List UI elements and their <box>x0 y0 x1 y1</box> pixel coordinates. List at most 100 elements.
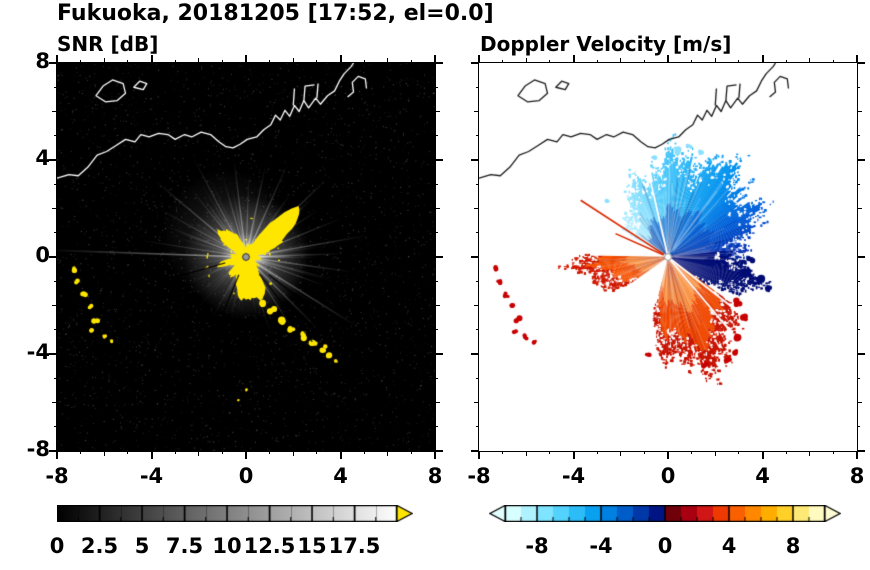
axis-tick <box>150 451 153 459</box>
axis-tick <box>198 58 200 63</box>
axis-tick <box>245 55 247 63</box>
doppler-colorbar-tick-label: -4 <box>589 534 613 558</box>
axis-tick <box>502 451 504 454</box>
axis-tick <box>474 207 479 210</box>
x-tick-label: 8 <box>849 464 865 488</box>
axis-tick <box>857 377 860 379</box>
axis-tick <box>198 451 200 456</box>
axis-tick <box>761 55 764 63</box>
axis-tick <box>435 86 438 88</box>
snr-panel-title: SNR [dB] <box>57 32 159 56</box>
axis-tick <box>49 450 57 452</box>
x-tick-label: 4 <box>333 464 348 488</box>
axis-tick <box>49 159 57 161</box>
axis-tick <box>54 280 57 282</box>
axis-tick <box>738 60 740 63</box>
axis-tick <box>435 183 438 185</box>
axis-tick <box>471 450 479 452</box>
axis-tick <box>857 86 860 88</box>
axis-tick <box>857 256 865 258</box>
axis-tick <box>476 183 479 185</box>
axis-tick <box>316 60 318 63</box>
axis-tick <box>435 304 440 307</box>
axis-tick <box>714 451 716 456</box>
axis-tick <box>52 304 57 307</box>
axis-tick <box>56 55 58 63</box>
axis-tick <box>857 280 860 282</box>
axis-tick <box>52 110 57 113</box>
axis-tick <box>857 232 860 234</box>
axis-tick <box>363 60 365 63</box>
y-tick-label: 4 <box>35 146 50 170</box>
axis-tick <box>572 451 575 459</box>
axis-tick <box>434 451 436 459</box>
snr-colorbar-tick-label: 10 <box>212 534 242 558</box>
axis-tick <box>596 60 598 63</box>
axis-tick <box>435 207 440 210</box>
axis-tick <box>292 451 294 456</box>
y-tick-label: -4 <box>26 340 50 364</box>
axis-tick <box>435 159 443 161</box>
axis-tick <box>525 58 527 63</box>
doppler-colorbar-tick-label: -8 <box>525 534 549 558</box>
axis-tick <box>54 329 57 331</box>
axis-tick <box>857 329 860 331</box>
axis-tick <box>502 60 504 63</box>
axis-tick <box>52 207 57 210</box>
axis-tick <box>221 60 223 63</box>
doppler-colorbar-tick-label: 8 <box>785 534 801 558</box>
axis-tick <box>832 60 834 63</box>
axis-tick <box>471 159 479 161</box>
x-tick-label: 8 <box>427 464 443 488</box>
axis-tick <box>435 62 443 64</box>
axis-tick <box>596 451 598 454</box>
axis-tick <box>435 110 440 113</box>
axis-tick <box>857 159 865 161</box>
snr-colorbar <box>57 505 413 522</box>
x-tick-label: 4 <box>755 464 770 488</box>
doppler-colorbar-tick-label: 0 <box>657 534 673 558</box>
snr-colorbar-tick-label: 12.5 <box>243 534 296 558</box>
axis-tick <box>474 304 479 307</box>
axis-tick <box>387 451 389 456</box>
axis-tick <box>478 451 480 459</box>
axis-tick <box>738 451 740 454</box>
x-tick-label: -8 <box>467 464 491 488</box>
axis-tick <box>54 135 57 137</box>
axis-tick <box>245 451 247 459</box>
axis-tick <box>857 110 862 113</box>
axis-tick <box>857 401 862 404</box>
axis-tick <box>339 55 342 63</box>
axis-tick <box>435 280 438 282</box>
axis-tick <box>54 183 57 185</box>
axis-tick <box>435 353 443 355</box>
axis-tick <box>476 426 479 428</box>
axis-tick <box>857 450 865 452</box>
axis-tick <box>103 58 105 63</box>
axis-tick <box>174 451 176 454</box>
axis-tick <box>54 377 57 379</box>
axis-tick <box>857 62 865 64</box>
axis-tick <box>856 451 858 459</box>
axis-tick <box>857 183 860 185</box>
axis-tick <box>474 401 479 404</box>
figure-title: Fukuoka, 20181205 [17:52, el=0.0] <box>57 1 494 26</box>
axis-tick <box>410 451 412 454</box>
axis-tick <box>80 451 82 454</box>
x-tick-label: 0 <box>660 464 676 488</box>
doppler-panel-title: Doppler Velocity [m/s] <box>480 32 732 56</box>
axis-tick <box>54 426 57 428</box>
axis-tick <box>643 451 645 454</box>
snr-colorbar-tick-label: 5 <box>134 534 150 558</box>
snr-ppi-plot <box>57 63 435 451</box>
axis-tick <box>435 135 438 137</box>
axis-tick <box>832 451 834 454</box>
axis-tick <box>49 353 57 355</box>
x-tick-label: -8 <box>45 464 69 488</box>
axis-tick <box>103 451 105 456</box>
axis-tick <box>857 353 865 355</box>
x-tick-label: -4 <box>561 464 586 488</box>
axis-tick <box>434 55 436 63</box>
axis-tick <box>620 58 622 63</box>
